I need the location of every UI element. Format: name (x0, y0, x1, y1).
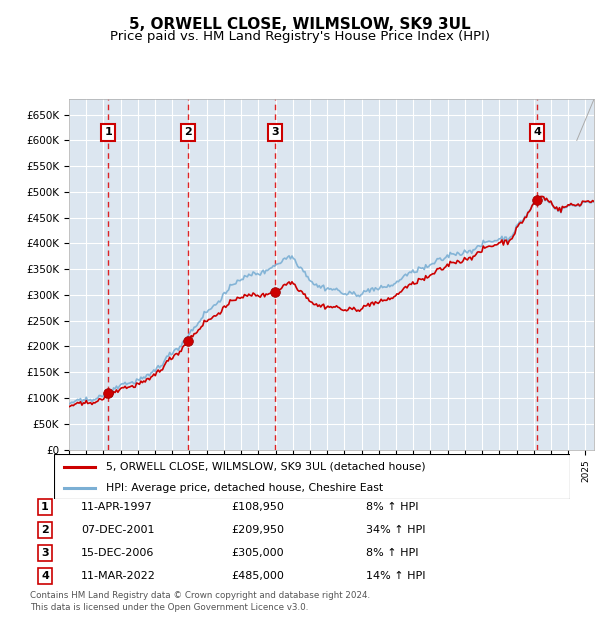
Text: 34% ↑ HPI: 34% ↑ HPI (366, 525, 425, 535)
Text: 3: 3 (271, 128, 278, 138)
Text: 14% ↑ HPI: 14% ↑ HPI (366, 571, 425, 581)
Text: 2: 2 (184, 128, 192, 138)
Text: Contains HM Land Registry data © Crown copyright and database right 2024.: Contains HM Land Registry data © Crown c… (30, 590, 370, 600)
Text: 8% ↑ HPI: 8% ↑ HPI (366, 502, 419, 512)
Text: This data is licensed under the Open Government Licence v3.0.: This data is licensed under the Open Gov… (30, 603, 308, 612)
Text: 8% ↑ HPI: 8% ↑ HPI (366, 548, 419, 558)
Text: 07-DEC-2001: 07-DEC-2001 (81, 525, 155, 535)
Text: £305,000: £305,000 (231, 548, 284, 558)
Text: 1: 1 (41, 502, 49, 512)
Text: 15-DEC-2006: 15-DEC-2006 (81, 548, 154, 558)
Text: 11-APR-1997: 11-APR-1997 (81, 502, 153, 512)
Text: 1: 1 (104, 128, 112, 138)
Text: 5, ORWELL CLOSE, WILMSLOW, SK9 3UL: 5, ORWELL CLOSE, WILMSLOW, SK9 3UL (129, 17, 471, 32)
Text: 4: 4 (533, 128, 541, 138)
Text: 5, ORWELL CLOSE, WILMSLOW, SK9 3UL (detached house): 5, ORWELL CLOSE, WILMSLOW, SK9 3UL (deta… (106, 462, 425, 472)
Text: 4: 4 (41, 571, 49, 581)
Text: Price paid vs. HM Land Registry's House Price Index (HPI): Price paid vs. HM Land Registry's House … (110, 30, 490, 43)
Text: 3: 3 (41, 548, 49, 558)
Text: £485,000: £485,000 (231, 571, 284, 581)
Text: 2: 2 (41, 525, 49, 535)
Text: £209,950: £209,950 (231, 525, 284, 535)
Text: £108,950: £108,950 (231, 502, 284, 512)
Text: 11-MAR-2022: 11-MAR-2022 (81, 571, 156, 581)
Text: HPI: Average price, detached house, Cheshire East: HPI: Average price, detached house, Ches… (106, 483, 383, 493)
